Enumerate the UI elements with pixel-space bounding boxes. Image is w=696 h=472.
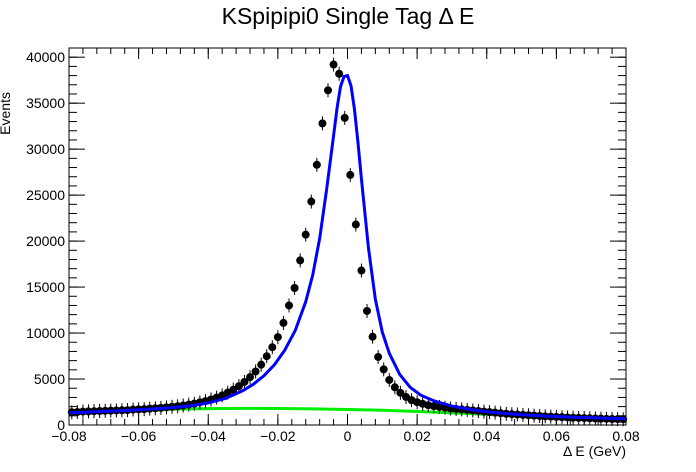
data-point <box>362 306 371 315</box>
total-fit-line <box>68 73 627 421</box>
data-point <box>374 352 383 361</box>
data-points <box>67 57 628 427</box>
data-point <box>385 375 394 384</box>
data-point <box>324 86 333 95</box>
y-axis-title: Events <box>0 92 13 135</box>
y-tick-labels: 0 5000 10000 15000 20000 25000 30000 35000 40000 <box>26 49 65 433</box>
data-point <box>379 365 388 374</box>
y-tick-label: 15000 <box>26 279 65 295</box>
y-tick-label: 30000 <box>26 141 65 157</box>
axis-ticks <box>68 47 627 426</box>
data-point <box>312 160 321 169</box>
data-point <box>290 283 299 292</box>
data-point <box>246 373 255 382</box>
y-tick-label: 40000 <box>26 49 65 65</box>
data-point <box>268 343 277 352</box>
data-point <box>368 332 377 341</box>
plot-frame <box>68 47 627 426</box>
data-point <box>262 352 271 361</box>
chart-title: KSpipipi0 Single Tag Δ E <box>222 3 475 29</box>
data-point <box>307 197 316 206</box>
data-point <box>340 113 349 122</box>
data-point <box>273 333 282 342</box>
data-point <box>251 367 260 376</box>
x-tick-label: −0.06 <box>121 428 157 444</box>
x-tick-label: 0.04 <box>473 428 500 444</box>
data-point <box>279 318 288 327</box>
y-tick-label: 20000 <box>26 233 65 249</box>
x-tick-label: 0.02 <box>404 428 431 444</box>
data-point <box>396 388 405 397</box>
data-point <box>329 60 338 69</box>
y-tick-label: 10000 <box>26 325 65 341</box>
data-point <box>296 256 305 265</box>
data-point <box>285 301 294 310</box>
y-tick-label: 5000 <box>34 371 65 387</box>
x-tick-label: −0.04 <box>191 428 227 444</box>
y-tick-label: 0 <box>57 417 65 433</box>
data-point <box>351 220 360 229</box>
y-tick-label: 25000 <box>26 187 65 203</box>
data-point <box>240 377 249 386</box>
y-tick-label: 35000 <box>26 95 65 111</box>
data-point <box>318 119 327 128</box>
data-point <box>390 383 399 392</box>
data-point <box>234 382 243 391</box>
data-point <box>257 360 266 369</box>
x-tick-label: −0.08 <box>51 428 87 444</box>
data-point <box>346 170 355 179</box>
data-point <box>357 266 366 275</box>
x-tick-label: 0 <box>344 428 352 444</box>
x-tick-label: −0.02 <box>260 428 296 444</box>
data-point <box>335 69 344 78</box>
x-tick-label: 0.06 <box>543 428 570 444</box>
x-tick-labels: −0.08 −0.06 −0.04 −0.02 0 0.02 0.04 0.06 0.08 <box>51 428 640 444</box>
data-point <box>301 230 310 239</box>
x-tick-label: 0.08 <box>612 428 639 444</box>
x-axis-title: Δ E (GeV) <box>563 443 626 459</box>
